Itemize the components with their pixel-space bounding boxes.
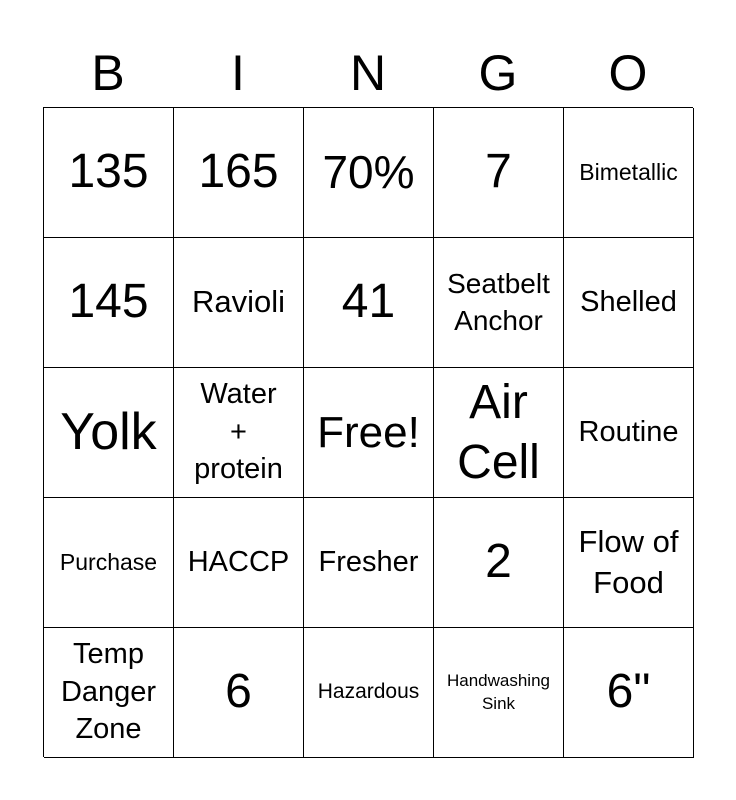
cell-text: 6 bbox=[225, 665, 252, 719]
bingo-cell: 6 bbox=[174, 628, 304, 758]
cell-text: 2 bbox=[485, 535, 512, 589]
cell-text: Free! bbox=[317, 407, 420, 457]
cell-text: Fresher bbox=[318, 546, 419, 579]
cell-text: Shelled bbox=[580, 286, 677, 319]
bingo-cell: 135 bbox=[44, 108, 174, 238]
header-letter-b: B bbox=[91, 45, 125, 101]
bingo-cell: Shelled bbox=[564, 238, 694, 368]
cell-text: 145 bbox=[68, 275, 149, 329]
bingo-cell: Seatbelt Anchor bbox=[434, 238, 564, 368]
bingo-cell: 165 bbox=[174, 108, 304, 238]
bingo-cell: Routine bbox=[564, 368, 694, 498]
cell-text: Yolk bbox=[60, 402, 157, 461]
bingo-cell: 2 bbox=[434, 498, 564, 628]
cell-text: 135 bbox=[68, 145, 149, 199]
bingo-cell: Hazardous bbox=[304, 628, 434, 758]
bingo-cell: 145 bbox=[44, 238, 174, 368]
bingo-header: B I N G O bbox=[43, 40, 693, 106]
bingo-cell: Water + protein bbox=[174, 368, 304, 498]
cell-text: Water + protein bbox=[194, 377, 283, 486]
bingo-cell: Ravioli bbox=[174, 238, 304, 368]
cell-text: Handwashing Sink bbox=[446, 671, 550, 713]
header-letter-o: O bbox=[608, 45, 648, 101]
bingo-cell: HACCP bbox=[174, 498, 304, 628]
header-letter-n: N bbox=[349, 45, 387, 101]
cell-text: Hazardous bbox=[317, 680, 420, 704]
cell-text: 41 bbox=[341, 275, 396, 329]
cell-text: 6" bbox=[606, 665, 651, 719]
bingo-cell: 41 bbox=[304, 238, 434, 368]
bingo-cell: Temp Danger Zone bbox=[44, 628, 174, 758]
bingo-cell: 6" bbox=[564, 628, 694, 758]
bingo-cell: 70% bbox=[304, 108, 434, 238]
bingo-cell: Air Cell bbox=[434, 368, 564, 498]
cell-text: 7 bbox=[485, 145, 512, 199]
bingo-grid: 135 165 70% 7 Bimetallic 145 Ravioli 41 … bbox=[43, 107, 694, 758]
cell-text: Bimetallic bbox=[579, 158, 678, 185]
header-letter-g: G bbox=[478, 45, 518, 101]
cell-text: HACCP bbox=[187, 546, 290, 579]
free-space: Free! bbox=[304, 368, 434, 498]
bingo-cell: Yolk bbox=[44, 368, 174, 498]
cell-text: Flow of Food bbox=[578, 524, 679, 600]
cell-text: Purchase bbox=[59, 548, 158, 575]
cell-text: 70% bbox=[322, 146, 415, 199]
cell-text: 165 bbox=[198, 145, 279, 199]
bingo-cell: Flow of Food bbox=[564, 498, 694, 628]
bingo-cell: Purchase bbox=[44, 498, 174, 628]
bingo-cell: 7 bbox=[434, 108, 564, 238]
bingo-cell: Bimetallic bbox=[564, 108, 694, 238]
cell-text: Ravioli bbox=[191, 284, 286, 320]
cell-text: Routine bbox=[578, 416, 679, 449]
header-letter-i: I bbox=[231, 45, 245, 101]
bingo-cell: Fresher bbox=[304, 498, 434, 628]
cell-text: Seatbelt Anchor bbox=[447, 268, 550, 336]
bingo-cell: Handwashing Sink bbox=[434, 628, 564, 758]
cell-text: Temp Danger Zone bbox=[60, 637, 157, 746]
cell-text: Air Cell bbox=[457, 375, 540, 489]
